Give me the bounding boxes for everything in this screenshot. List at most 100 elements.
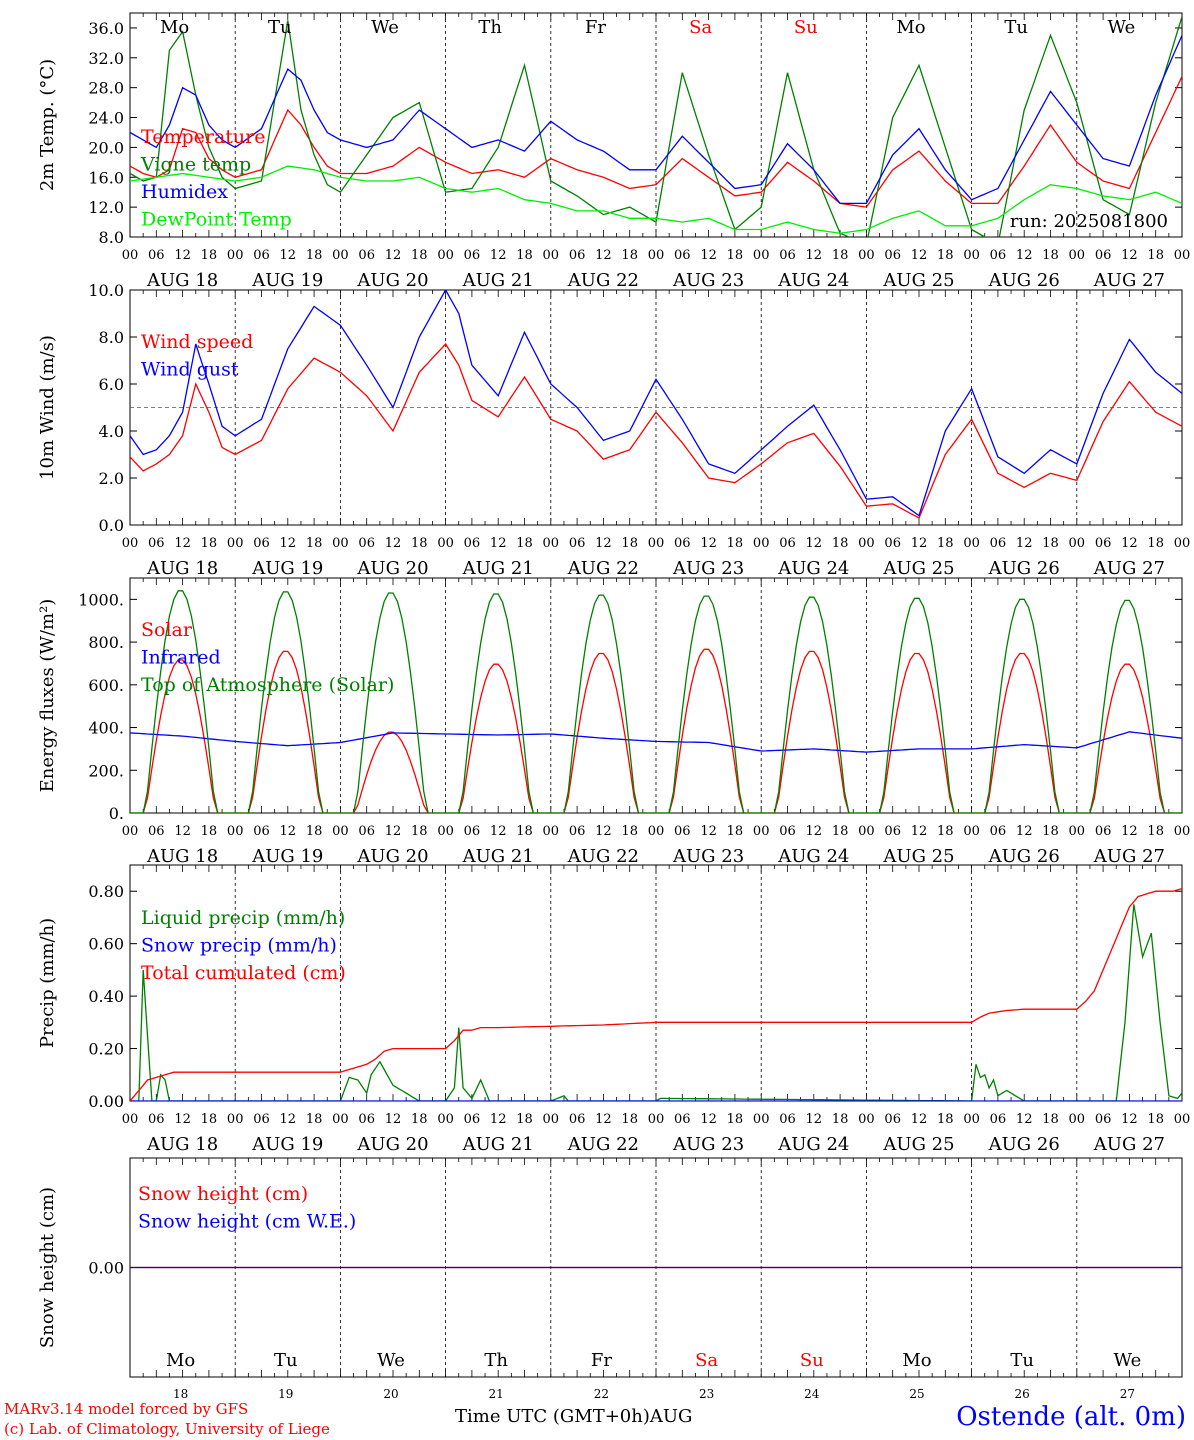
x-tick-label: 18 [201, 248, 218, 263]
x-tick-label: 18 [832, 824, 849, 839]
day-label: AUG 25 [882, 846, 954, 867]
x-tick-label: 12 [595, 536, 612, 551]
x-tick-label: 18 [1042, 536, 1059, 551]
day-label: AUG 19 [251, 270, 323, 291]
day-label: AUG 25 [882, 1134, 954, 1155]
legend-entry: DewPoint Temp [141, 209, 292, 231]
legend-entry: Snow precip (mm/h) [141, 935, 337, 957]
weekday-label-bottom: We [1114, 1350, 1142, 1371]
x-tick-label: 06 [464, 824, 481, 839]
x-tick-label: 00 [122, 1112, 139, 1127]
y-tick-label: 0.60 [88, 935, 124, 954]
x-tick-label: 18 [306, 824, 323, 839]
x-tick-label: 00 [648, 824, 665, 839]
x-tick-label: 06 [358, 536, 375, 551]
x-tick-label: 00 [753, 536, 770, 551]
x-tick-label: 06 [674, 824, 691, 839]
y-tick-label: 8.0 [99, 328, 124, 347]
series-line-infrared [130, 731, 1182, 753]
x-tick-label: 18 [411, 1112, 428, 1127]
x-tick-label: 18 [1147, 824, 1164, 839]
x-tick-label: 00 [122, 248, 139, 263]
x-tick-label: 06 [464, 248, 481, 263]
x-tick-label: 06 [358, 248, 375, 263]
x-tick-label: 18 [306, 248, 323, 263]
x-tick-label: 12 [174, 824, 191, 839]
x-tick-label: 00 [858, 248, 875, 263]
y-tick-label: 4.0 [99, 422, 124, 441]
weekday-label-bottom: Tu [274, 1350, 298, 1371]
x-tick-label: 12 [700, 824, 717, 839]
series-group [130, 290, 1182, 519]
x-tick-label: 12 [1016, 824, 1033, 839]
x-tick-label: 00 [963, 536, 980, 551]
series-group [130, 590, 1182, 813]
series-line-humidex [130, 35, 1182, 205]
x-tick-label: 18 [516, 1112, 533, 1127]
x-tick-label: 18 [727, 824, 744, 839]
x-tick-label: 18 [621, 824, 638, 839]
x-tick-label: 06 [148, 536, 165, 551]
x-tick-label: 00 [963, 248, 980, 263]
plot-frame [129, 12, 1183, 238]
x-tick-label: 00 [1174, 248, 1191, 263]
weekday-label-bottom: Fr [591, 1350, 612, 1371]
weekday-label-top: Tu [268, 17, 292, 38]
x-tick-label: 12 [490, 1112, 507, 1127]
x-tick-label: 18 [306, 1112, 323, 1127]
legend-entry: Liquid precip (mm/h) [141, 907, 345, 929]
x-tick-label: 06 [569, 824, 586, 839]
x-tick-label: 00 [648, 248, 665, 263]
x-tick-label: 06 [884, 248, 901, 263]
x-tick-label: 00 [227, 1112, 244, 1127]
x-tick-label: 12 [490, 248, 507, 263]
x-tick-label: 06 [990, 824, 1007, 839]
day-label: AUG 20 [356, 270, 428, 291]
y-tick-label: 16.0 [88, 168, 124, 187]
x-tick-label: 18 [621, 536, 638, 551]
series-line-dewpoint-temp [130, 165, 1182, 234]
legend-entry: Infrared [141, 647, 221, 669]
x-tick-label: 12 [385, 1112, 402, 1127]
legend-entry: Total cumulated (cm) [141, 962, 346, 984]
run-label: run: 2025081800 [1010, 211, 1168, 232]
x-tick-label: 06 [253, 1112, 270, 1127]
x-tick-label: 18 [516, 248, 533, 263]
day-label: AUG 24 [777, 1134, 849, 1155]
y-axis-label: Energy fluxes (W/m²) [37, 599, 58, 793]
x-tick-label: 12 [595, 1112, 612, 1127]
day-label: AUG 23 [672, 846, 744, 867]
weekday-label-bottom: Mo [166, 1350, 195, 1371]
x-tick-label: 00 [227, 248, 244, 263]
y-tick-label: 200. [88, 761, 124, 780]
x-tick-label: 06 [253, 824, 270, 839]
series-group [130, 16, 1182, 237]
y-tick-label: 6.0 [99, 375, 124, 394]
day-label: AUG 18 [146, 1134, 218, 1155]
x-tick-label: 06 [674, 1112, 691, 1127]
day-label: AUG 26 [988, 1134, 1060, 1155]
x-tick-label: 06 [779, 248, 796, 263]
x-tick-label: 12 [911, 824, 928, 839]
x-tick-label: 06 [358, 1112, 375, 1127]
day-number-label: 21 [489, 1387, 504, 1401]
x-tick-label: 00 [648, 1112, 665, 1127]
y-tick-label: 8.0 [99, 228, 124, 247]
x-axis-title: Time UTC (GMT+0h)AUG [455, 1406, 693, 1427]
day-label: AUG 26 [988, 558, 1060, 579]
y-tick-label: 600. [88, 676, 124, 695]
weekday-label-bottom: We [377, 1350, 405, 1371]
x-tick-label: 00 [1174, 536, 1191, 551]
series-line-liquid-precip-mm-h [130, 904, 1182, 1101]
x-tick-label: 00 [753, 1112, 770, 1127]
weekday-label-bottom: Th [484, 1350, 508, 1371]
panel-2: 00 06 12 18 00 06 12 18 00 06 12 18 00 06 12 18 00 06 12 18… [37, 281, 1190, 579]
y-axis-label: Precip (mm/h) [37, 918, 58, 1048]
x-tick-label: 18 [201, 1112, 218, 1127]
x-tick-label: 12 [174, 1112, 191, 1127]
weekday-label-bottom: Sa [695, 1350, 718, 1371]
y-tick-label: 0.00 [88, 1092, 124, 1111]
x-tick-label: 18 [937, 536, 954, 551]
x-tick-label: 18 [516, 824, 533, 839]
